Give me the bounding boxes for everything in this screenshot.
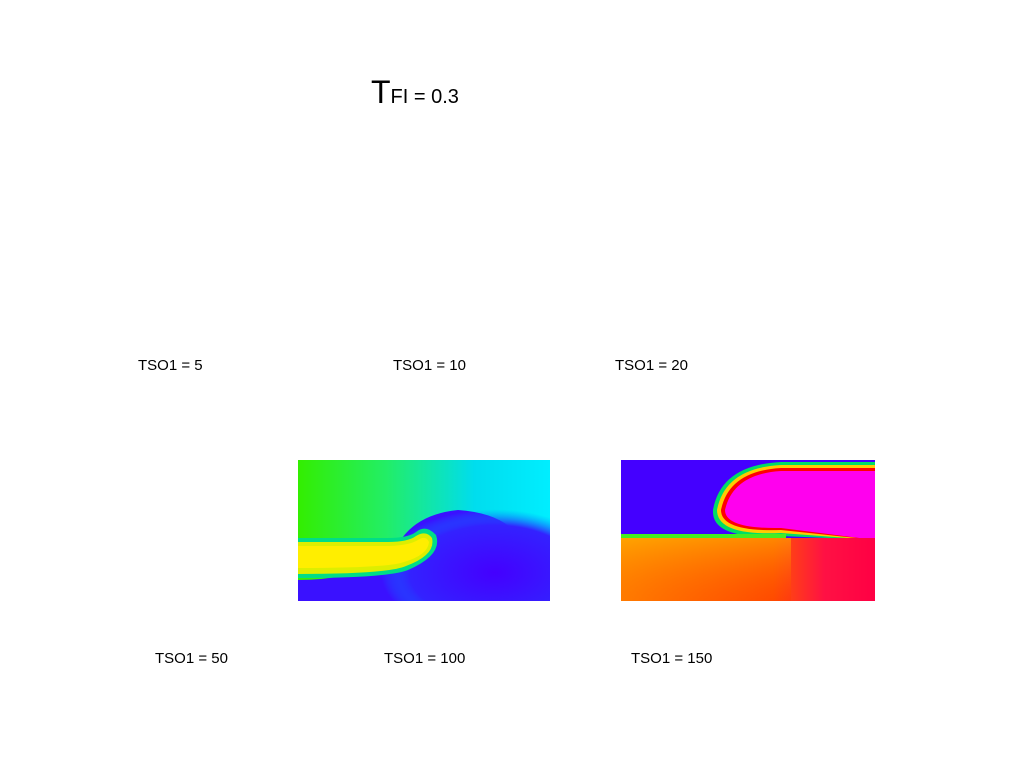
panel-label: TSO1 = 100 xyxy=(384,650,466,667)
panel-label: TSO1 = 50 xyxy=(155,650,228,667)
slide-title: TFI = 0.3 xyxy=(371,74,459,111)
simulation-image xyxy=(298,460,550,601)
panel-label: TSO1 = 5 xyxy=(138,357,203,374)
simulation-image xyxy=(621,460,875,601)
title-sub: FI = 0.3 xyxy=(390,86,459,108)
panel-label: TSO1 = 20 xyxy=(615,357,688,374)
panel-label: TSO1 = 150 xyxy=(631,650,713,667)
panel-label: TSO1 = 10 xyxy=(393,357,466,374)
title-main: T xyxy=(371,74,391,110)
